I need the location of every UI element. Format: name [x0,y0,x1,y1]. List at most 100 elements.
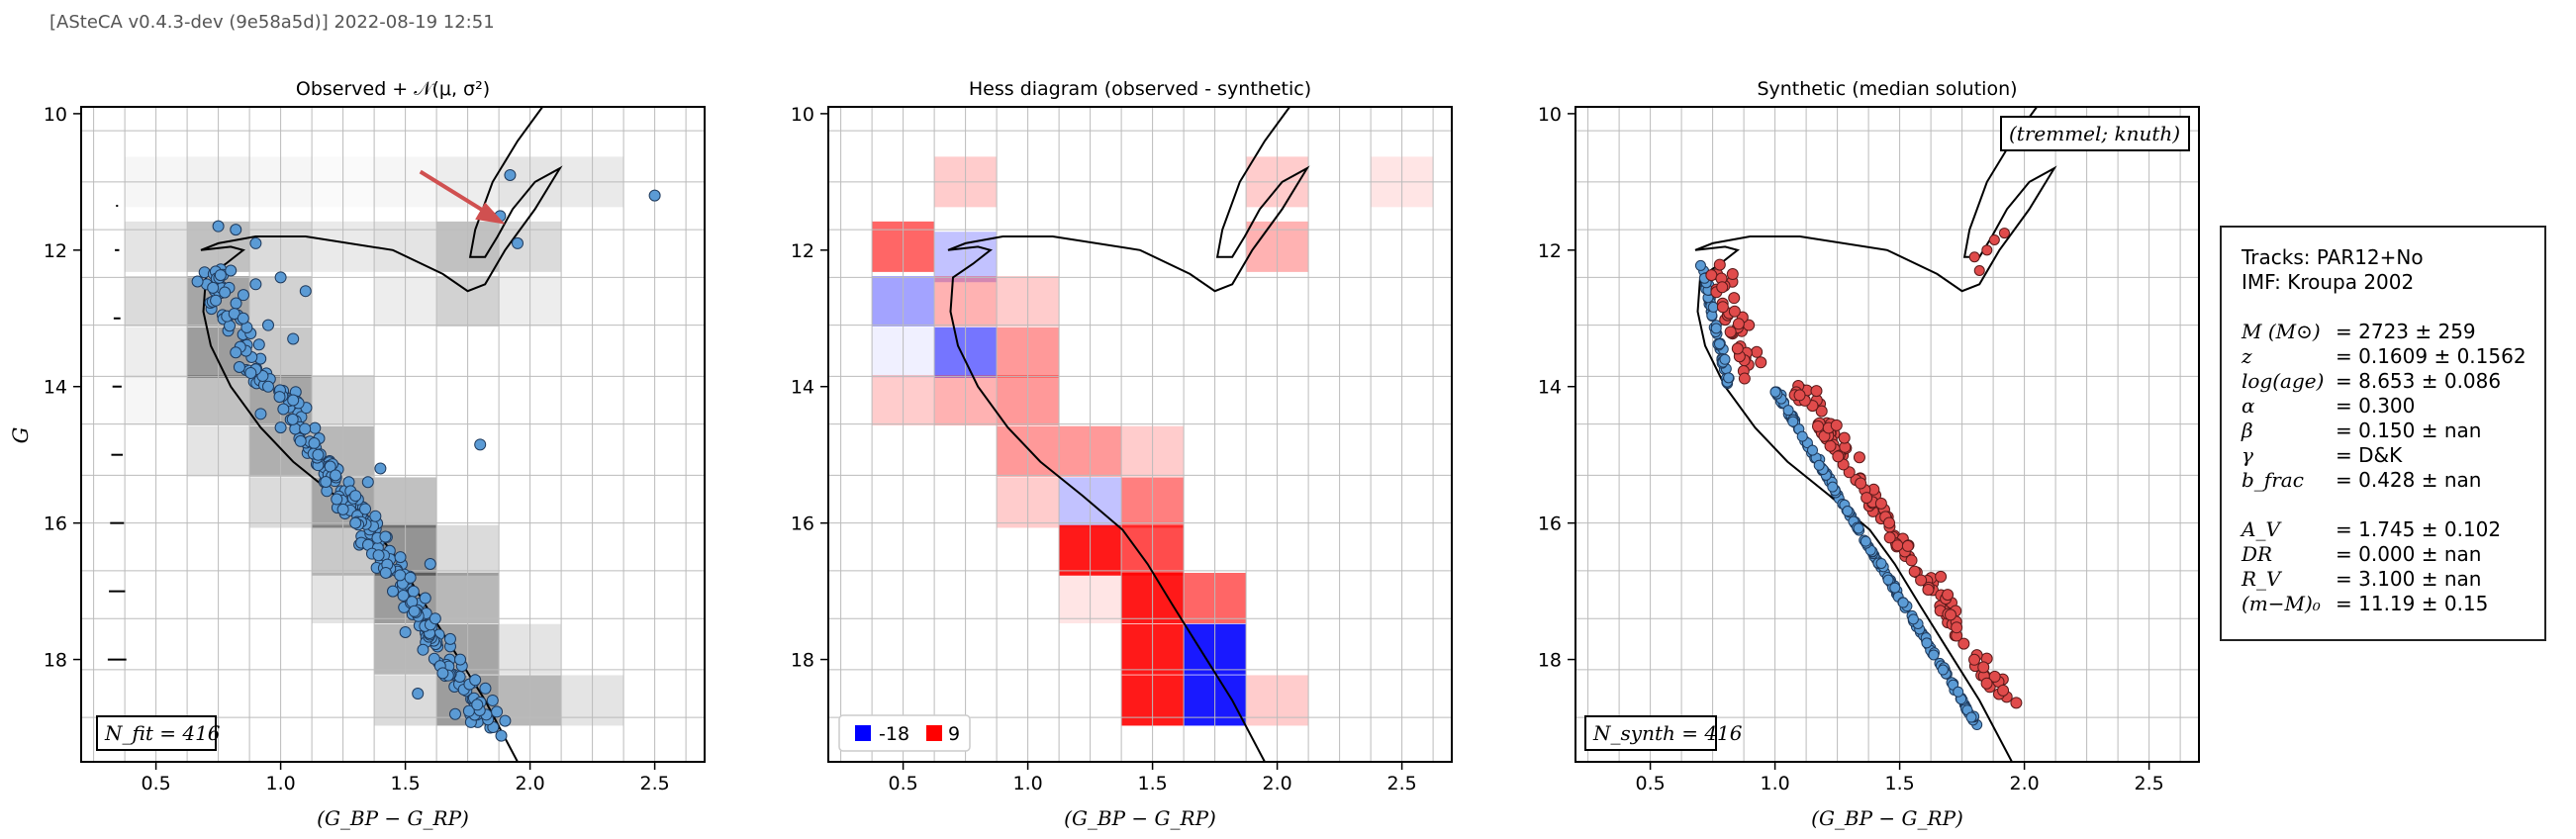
observed-star [407,585,420,598]
synthetic-star-binary [1855,477,1867,490]
param-value: = 0.300 [2336,394,2416,418]
synthetic-star-single [1827,481,1839,493]
synthetic-star-single [1889,582,1901,594]
y-tick-label: 18 [44,650,67,672]
synthetic-star-binary [1891,539,1904,552]
observed-star [474,438,487,451]
observed-panel: 0.5 1.0 1.5 2.0 2.5 10 12 14 16 18 Observed + 𝒩(μ,… [44,78,706,830]
observed-star [330,469,342,482]
y-tick-label: 16 [1538,513,1562,535]
x-tick-label: 2.5 [2134,773,2163,794]
header-timestamp: [ASteCA v0.4.3-dev (9e58a5d)] 2022-08-19… [49,12,495,33]
observed-star [349,516,362,529]
synthetic-star-single [1769,386,1781,398]
observed-star [274,421,287,434]
observed-star [249,236,262,249]
synthetic-star-binary [2010,697,2023,709]
param-value: = D&K [2336,443,2403,467]
synthetic-star-binary [1832,450,1845,463]
synthetic-star-binary [1998,228,2010,239]
synthetic-star-binary [1726,268,1739,281]
synthetic-star-single [1965,711,1977,723]
extinction-param-row: A_V = 1.745 ± 0.102 [2242,517,2544,542]
observed-star [286,413,299,425]
observed-star [412,688,425,700]
observed-star [273,391,286,404]
synthetic-star-binary [1860,492,1873,505]
synthetic-star-binary [1957,637,1970,650]
observed-star [408,605,421,617]
fit-parameters-box: Tracks: PAR12+No IMF: Kroupa 2002 M (M⊙)… [2220,226,2546,641]
synthetic-star-single [1953,686,1964,698]
y-tick-label: 12 [44,240,67,262]
fit-param-row: α = 0.300 [2242,394,2544,419]
legend-swatch-pos [926,725,942,741]
observed-star [287,332,300,345]
x-tick-label: 1.0 [1012,773,1042,794]
model-tag: (tremmel; knuth) [2000,116,2190,151]
observed-star [397,589,410,602]
x-axis-label: (G_BP − G_RP) [1811,806,1963,830]
observed-star [387,585,399,598]
synthetic-star-binary [1716,301,1729,314]
observed-star [191,275,204,288]
isochrone-line [1694,107,2057,762]
y-tick-label: 10 [1538,104,1562,126]
param-symbol: γ [2242,443,2253,467]
synthetic-star-binary [1810,385,1823,398]
synthetic-star-single [1723,372,1735,384]
synthetic-star-single [1875,557,1887,569]
synthetic-star-single [1937,664,1949,676]
synthetic-star-binary [1981,244,1993,256]
synthetic-star-binary [1853,451,1865,464]
y-tick-label: 14 [1538,377,1562,399]
synthetic-star-single [1787,416,1799,427]
observed-star [299,285,312,298]
legend-label-neg: -18 [879,723,909,745]
synthetic-star-single [1714,338,1726,350]
observed-star [369,510,382,522]
x-tick-label: 1.5 [390,773,420,794]
synthetic-star-binary [1922,583,1935,596]
param-symbol: b_frac [2242,468,2304,492]
observed-star [424,558,436,571]
synthetic-star-binary [1980,677,1993,690]
param-value: = 1.745 ± 0.102 [2336,517,2502,541]
observed-star [499,714,512,727]
x-axis-label: (G_BP − G_RP) [1064,806,1216,830]
observed-star [491,705,504,718]
synthetic-star-single [1928,649,1940,661]
synthetic-panel: 0.5 1.0 1.5 2.0 2.5 10 12 14 16 18 Synthetic (medi… [1538,78,2200,830]
observed-star [349,490,362,503]
y-tick-label: 14 [791,377,814,399]
legend-label-pos: 9 [948,723,960,745]
observed-star [374,462,387,475]
observed-star [287,394,300,407]
synthetic-star-binary [1751,345,1764,358]
observed-star [244,366,257,379]
observed-star [359,503,372,515]
param-symbol: M (M⊙) [2242,320,2321,343]
observed-star [436,667,449,680]
observed-star [294,434,307,447]
synthetic-star-binary [1824,439,1837,452]
synthetic-star-single [1710,323,1722,334]
imf-label: IMF: Kroupa 2002 [2242,270,2415,294]
observed-star [233,361,245,374]
observed-star [449,707,461,720]
y-tick-label: 18 [791,650,814,672]
y-tick-label: 16 [791,513,814,535]
observed-star [404,571,417,584]
x-axis-label: (G_BP − G_RP) [317,806,469,830]
extinction-param-row: (m−M)₀ = 11.19 ± 0.15 [2242,592,2544,616]
synthetic-star-single [1921,637,1933,649]
axes-frame [827,106,1453,763]
observed-star [512,236,524,249]
param-symbol: R_V [2242,567,2281,591]
synthetic-star-binary [1973,265,1985,276]
param-symbol: A_V [2242,517,2280,541]
observed-star [429,612,441,625]
synthetic-star-binary [1732,318,1745,330]
x-tick-label: 1.5 [1137,773,1167,794]
tracks-label: Tracks: PAR12+No [2242,245,2424,269]
